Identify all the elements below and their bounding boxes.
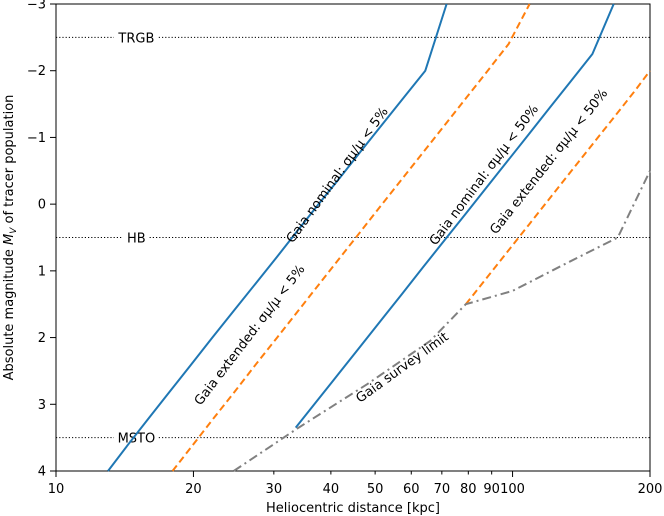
series-line-3 <box>465 70 651 305</box>
x-axis: 10 20 30 40 50 60 70 80 90 100 200 <box>48 471 663 497</box>
curve-labels: Gaia nominal: σμ/μ < 5% Gaia extended: σμ… <box>192 86 611 408</box>
x-tick-label: 60 <box>403 482 420 497</box>
reference-label: TRGB <box>117 31 154 46</box>
reference-label: HB <box>127 232 146 247</box>
y-tick-label: −1 <box>27 131 46 146</box>
series-line-0 <box>107 3 448 472</box>
y-tick-label: 2 <box>38 331 46 346</box>
y-tick-label: 1 <box>38 264 46 279</box>
series-line-2 <box>294 3 615 429</box>
series-layer <box>107 3 651 472</box>
y-axis: −3 −2 −1 0 1 2 3 4 <box>27 0 56 480</box>
reference-label: MSTO <box>118 432 156 447</box>
y-tick-label: 4 <box>38 465 46 480</box>
series-line-4 <box>233 170 651 472</box>
x-tick-label: 90 <box>483 482 500 497</box>
y-tick-label: 0 <box>38 198 46 213</box>
x-tick-label: 20 <box>185 482 202 497</box>
y-tick-label: −3 <box>27 0 46 13</box>
curve-label: Gaia survey limit <box>353 330 451 407</box>
x-tick-label: 40 <box>323 482 340 497</box>
y-tick-label: 3 <box>38 398 46 413</box>
series-line-1 <box>171 3 531 472</box>
reference-lines: TRGB HB MSTO <box>56 31 650 447</box>
curve-label: Gaia extended: σμ/μ < 5% <box>192 262 309 408</box>
curve-label: Gaia nominal: σμ/μ < 50% <box>427 102 542 248</box>
x-tick-label: 70 <box>434 482 451 497</box>
x-tick-label: 100 <box>500 482 525 497</box>
x-tick-label: 80 <box>460 482 477 497</box>
curve-label: Gaia nominal: σμ/μ < 5% <box>284 105 392 246</box>
x-tick-label: 30 <box>266 482 283 497</box>
x-tick-label: 50 <box>367 482 384 497</box>
x-tick-label: 200 <box>638 482 663 497</box>
x-axis-title: Heliocentric distance [kpc] <box>266 501 440 516</box>
y-tick-label: −2 <box>27 64 46 79</box>
y-axis-title: Absolute magnitude MV of tracer populati… <box>2 95 19 381</box>
x-tick-label: 10 <box>48 482 65 497</box>
